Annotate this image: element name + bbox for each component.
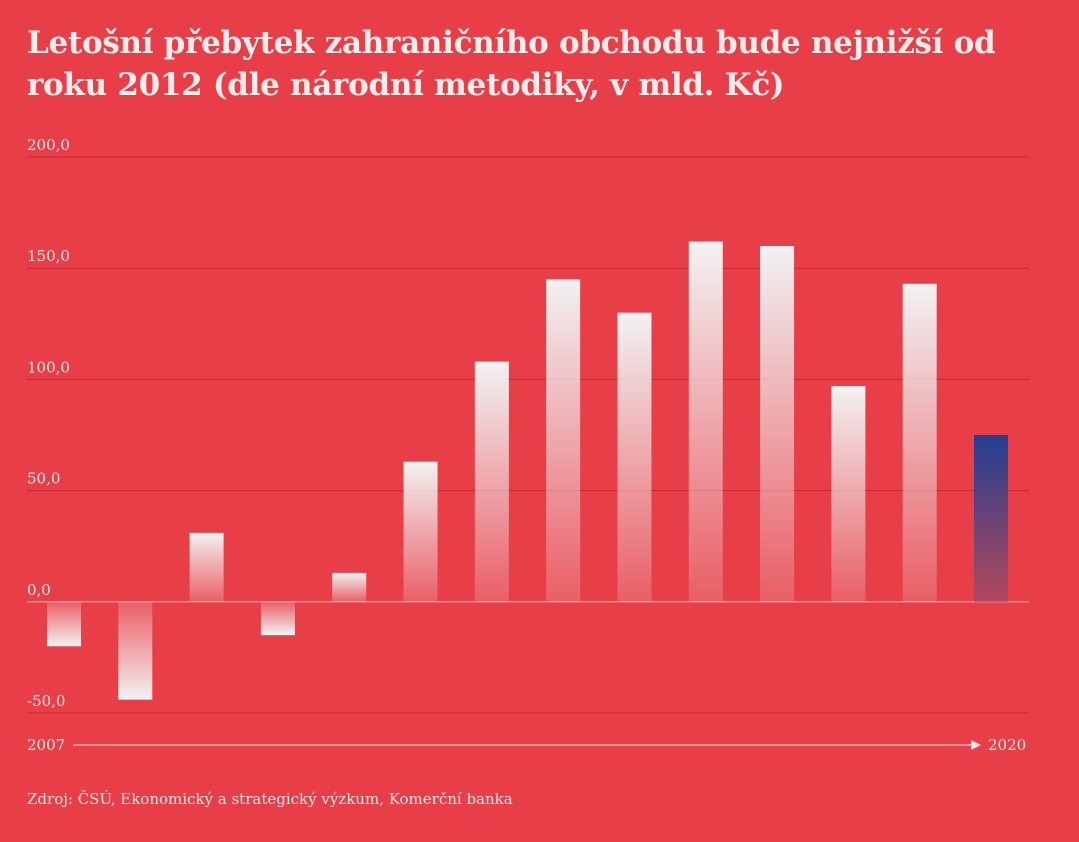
bar-2010 [260,601,295,636]
bars [47,241,1008,700]
source-note: Zdroj: ČSÚ, Ekonomický a strategický výz… [27,790,513,808]
bar-2013 [474,361,509,602]
x-axis-start-label: 2007 [27,736,65,754]
bar-2007 [47,601,81,647]
y-tick-label: 150,0 [27,247,70,265]
gridlines: -50,0 0,0 50,0 100,0 150,0 200,0 [27,136,1029,714]
bar-2019 [902,283,937,602]
bar-2012 [403,461,438,602]
chart-title: Letošní přebytek zahraničního obchodu bu… [27,25,996,103]
y-tick-label: 50,0 [27,470,60,488]
x-axis: 2007 2020 [27,736,1026,754]
y-tick-label: 100,0 [27,358,70,376]
y-tick-label: 0,0 [27,581,51,599]
bar-2008 [118,601,153,700]
y-tick-label: 200,0 [27,136,70,154]
bar-2009 [189,532,224,602]
y-tick-label: -50,0 [27,692,65,710]
bar-2014 [546,279,581,602]
bar-2018 [831,386,866,602]
bar-2011 [332,572,367,602]
bar-2016 [688,241,723,602]
bar-2017 [760,245,795,602]
x-axis-end-label: 2020 [988,736,1026,754]
bar-2015 [617,312,652,602]
bar-2020 [974,435,1008,602]
